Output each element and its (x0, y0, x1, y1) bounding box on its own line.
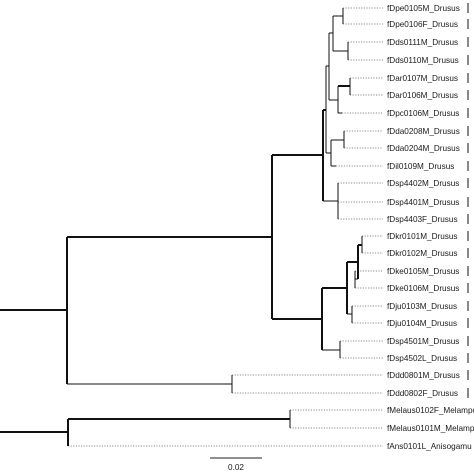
leaf-label: fDkr0101M_Drusus (387, 232, 458, 241)
leaf-label: fDke0106M_Drusus (387, 284, 459, 293)
leaf-label: fDpe0105M_Drusus (387, 4, 460, 13)
tree-branches (0, 7, 383, 447)
leaf-label: fDpe0106F_Drusus (387, 20, 458, 29)
leaf-label: fDar0107M_Drusus (387, 74, 458, 83)
leaf-label: fDar0106M_Drusus (387, 91, 458, 100)
leaf-label: fAns0101L_Anisogamu (387, 442, 472, 451)
scale-bar-label: 0.02 (228, 463, 244, 472)
leaf-label: fDsp4502L_Drusus (387, 354, 457, 363)
leaf-label: fDsp4402M_Drusus (387, 179, 459, 188)
leaf-label: fMelaus0101M_Melamp (387, 424, 474, 433)
leaf-label: fDds0111M_Drusus (387, 38, 458, 47)
leaf-label: fDdd0801M_Drusus (387, 371, 460, 380)
leaf-label: fMelaus0102F_Melampo (387, 406, 474, 415)
leaf-label: fDsp4401M_Drusus (387, 198, 459, 207)
leaf-label: fDju0103M_Drusus (387, 302, 457, 311)
leaf-label: fDil0109M_Drusus (387, 162, 454, 171)
leaf-label: fDpc0106M_Drusus (387, 109, 459, 118)
leaf-label: fDda0208M_Drusus (387, 127, 460, 136)
leaf-label: fDkr0102M_Drusus (387, 249, 458, 258)
leaf-label: fDsp4501M_Drusus (387, 337, 459, 346)
leaf-label: fDju0104M_Drusus (387, 319, 457, 328)
leaf-label: fDsp4403F_Drusus (387, 215, 458, 224)
leaf-label: fDds0110M_Drusus (387, 56, 459, 65)
leaf-label: fDke0105M_Drusus (387, 267, 459, 276)
scale-bar: 0.02 (210, 457, 262, 472)
leaf-label: fDda0204M_Drusus (387, 144, 460, 153)
leaf-labels: fDpe0105M_Drusus fDpe0106F_Drusus fDds0111… (387, 3, 474, 451)
leaf-label: fDdd0802F_Drusus (387, 389, 458, 398)
